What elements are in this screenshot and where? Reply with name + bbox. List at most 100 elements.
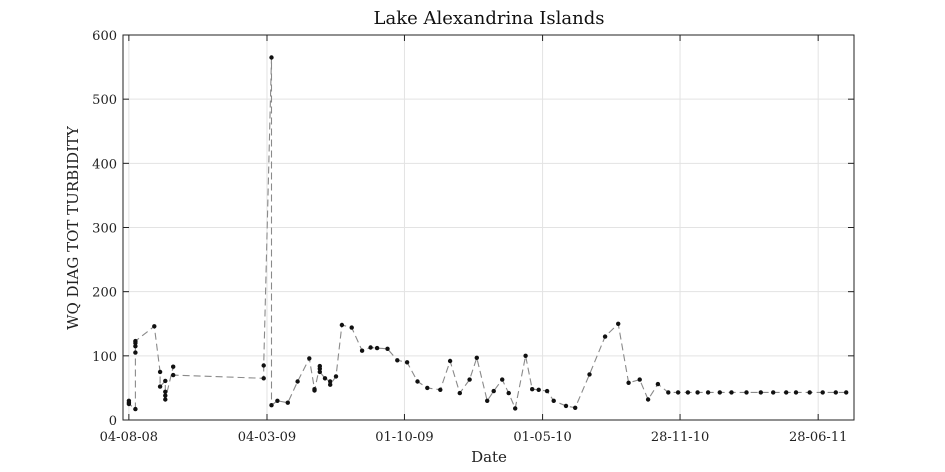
- data-point: [171, 364, 176, 369]
- y-tick-label: 100: [92, 350, 117, 365]
- data-point: [602, 334, 608, 339]
- data-point: [275, 398, 280, 403]
- data-point: [793, 390, 799, 395]
- data-point: [536, 387, 541, 392]
- data-point: [467, 377, 472, 382]
- series-line: [128, 57, 847, 411]
- data-point: [744, 390, 749, 395]
- data-point: [163, 378, 168, 384]
- data-point: [637, 377, 642, 382]
- data-point: [655, 381, 661, 387]
- data-point: [587, 372, 592, 377]
- data-point: [328, 382, 333, 387]
- data-point: [385, 346, 390, 351]
- x-tick-label: 04-03-09: [238, 430, 296, 445]
- data-point: [485, 398, 490, 403]
- x-tick-label: 01-10-09: [375, 430, 433, 445]
- data-point: [261, 363, 266, 368]
- data-point: [666, 390, 671, 395]
- data-point: [295, 379, 300, 384]
- data-point: [133, 406, 138, 412]
- data-point: [359, 348, 365, 353]
- data-point: [500, 377, 505, 382]
- data-point: [349, 325, 354, 330]
- data-point: [573, 405, 578, 410]
- data-point: [395, 358, 400, 363]
- y-axis-title: WQ DIAG TOT TURBIDITY: [64, 125, 82, 330]
- data-point: [425, 385, 430, 391]
- x-tick-label: 28-11-10: [651, 430, 709, 445]
- data-point: [438, 387, 443, 392]
- data-point: [374, 345, 380, 351]
- x-tick-label: 01-05-10: [513, 430, 571, 445]
- data-point: [685, 390, 691, 395]
- data-point: [171, 372, 176, 378]
- x-tick-label: 04-08-08: [100, 430, 158, 445]
- data-point: [163, 397, 168, 402]
- data-point: [261, 376, 266, 381]
- data-point: [645, 397, 651, 402]
- data-point: [163, 393, 168, 398]
- data-point: [157, 369, 163, 375]
- data-point: [563, 403, 569, 409]
- data-point: [833, 390, 838, 395]
- data-point: [368, 345, 373, 350]
- data-point: [126, 401, 132, 407]
- series-group: [126, 55, 849, 412]
- data-point: [322, 376, 328, 381]
- data-point: [317, 366, 322, 371]
- data-point: [133, 338, 138, 344]
- x-axis-title: Date: [471, 448, 507, 466]
- data-point: [616, 321, 621, 326]
- data-point: [333, 374, 339, 379]
- y-tick-label: 400: [92, 157, 117, 172]
- data-point: [163, 389, 168, 394]
- y-tick-label: 300: [92, 222, 117, 237]
- y-tick-label: 0: [109, 414, 117, 429]
- axes: 0 100 200 300 400 500 600 04-08-08 04-03-09 01-10…: [92, 29, 854, 445]
- data-point: [695, 390, 700, 395]
- data-point: [307, 356, 312, 361]
- data-point: [285, 400, 290, 405]
- data-point: [551, 398, 556, 403]
- data-point: [758, 390, 763, 395]
- data-point: [626, 380, 631, 385]
- data-point: [675, 390, 681, 395]
- data-point: [269, 55, 274, 60]
- y-tick-label: 200: [92, 286, 117, 301]
- data-point: [771, 390, 776, 395]
- data-point: [820, 390, 825, 395]
- data-point: [312, 388, 317, 393]
- data-point: [807, 390, 812, 395]
- data-point: [717, 390, 722, 395]
- data-point: [133, 350, 138, 355]
- data-point: [328, 379, 333, 384]
- y-tick-label: 500: [92, 93, 117, 108]
- data-point: [523, 353, 528, 358]
- data-point: [447, 358, 453, 364]
- y-tick-label: 600: [92, 29, 117, 44]
- data-point: [457, 390, 462, 396]
- x-tick-label: 28-06-11: [789, 430, 847, 445]
- data-point: [415, 379, 420, 384]
- data-point: [317, 369, 322, 375]
- data-point: [544, 388, 550, 394]
- data-point: [844, 390, 849, 395]
- data-point: [133, 344, 138, 349]
- data-point: [513, 406, 518, 411]
- grid: [123, 34, 854, 421]
- data-point: [530, 387, 535, 392]
- data-point: [269, 403, 274, 408]
- data-point: [784, 390, 789, 395]
- data-point: [474, 355, 479, 360]
- data-point: [339, 322, 345, 328]
- data-point: [157, 384, 163, 389]
- data-point: [729, 390, 734, 395]
- data-point: [491, 388, 496, 394]
- data-point: [152, 324, 157, 329]
- data-point: [404, 360, 410, 365]
- data-point: [705, 390, 711, 395]
- data-point: [506, 390, 511, 396]
- chart-title: Lake Alexandrina Islands: [374, 8, 605, 29]
